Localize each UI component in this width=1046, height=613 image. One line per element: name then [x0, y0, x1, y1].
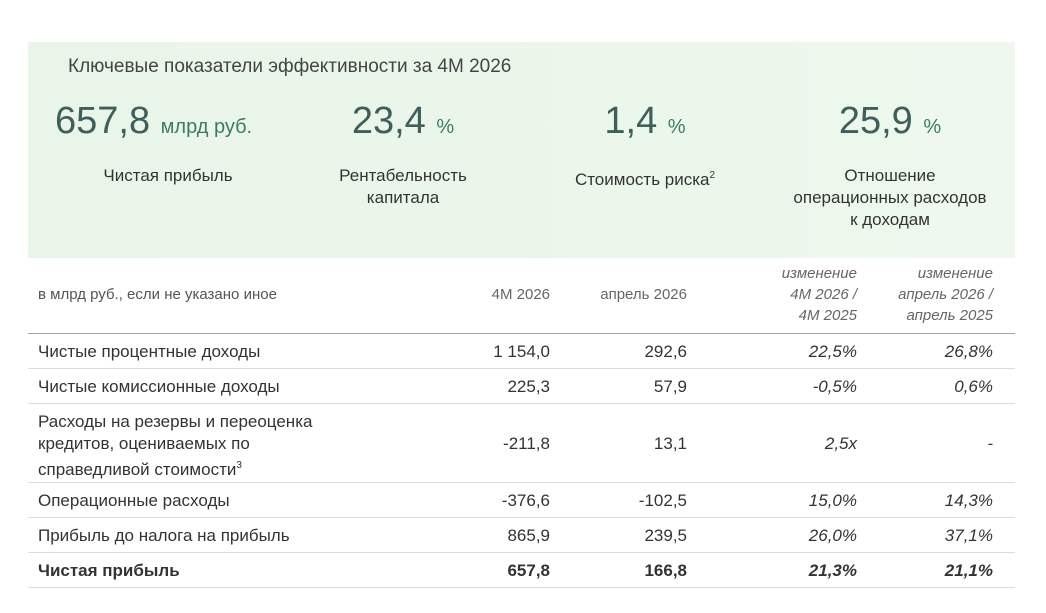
cell: -376,6 — [501, 490, 550, 510]
column-header: 4М 2026 / — [790, 286, 857, 303]
cell: 22,5% — [808, 341, 857, 361]
kpi-number: 25,9 — [838, 100, 913, 142]
column-header: изменение — [781, 265, 857, 282]
row-divider — [28, 333, 1015, 334]
kpi-number: 1,4 — [604, 100, 658, 142]
kpi-number: 23,4 — [351, 100, 426, 142]
kpi-value: 1,4 % — [495, 98, 795, 144]
cell: 26,0% — [808, 525, 857, 545]
row-label: Чистые комиссионные доходы — [38, 376, 280, 396]
kpi-value: 657,8 млрд руб. — [55, 98, 315, 144]
cell: 292,6 — [644, 341, 687, 361]
cell: 0,6% — [954, 376, 993, 396]
row-label: Операционные расходы — [38, 490, 230, 510]
cell: 225,3 — [507, 376, 550, 396]
column-header: 4М 2025 — [798, 307, 857, 324]
row-label: Чистая прибыль — [38, 560, 180, 580]
kpi-caption: к доходам — [850, 210, 930, 229]
kpi-caption: капитала — [366, 188, 440, 207]
row-divider — [28, 403, 1015, 404]
cell: - — [987, 433, 993, 453]
column-header: в млрд руб., если не указано иное — [38, 286, 277, 303]
row-divider — [28, 368, 1015, 369]
cell: -0,5% — [812, 376, 857, 396]
kpi-caption: операционных расходов — [793, 188, 987, 207]
kpi-caption: Стоимость риска2 — [574, 170, 716, 189]
cell: 865,9 — [507, 525, 550, 545]
kpi-unit: % — [667, 116, 686, 138]
row-divider — [28, 552, 1015, 553]
row-label: Расходы на резервы и переоценка — [38, 411, 313, 431]
kpi-value: 23,4 % — [253, 98, 553, 144]
row-label: справедливой стоимости3 — [38, 459, 242, 479]
row-divider — [28, 517, 1015, 518]
cell: 21,3% — [808, 560, 857, 580]
row-label: Прибыль до налога на прибыль — [38, 525, 290, 545]
cell: 14,3% — [944, 490, 993, 510]
cell: 15,0% — [808, 490, 857, 510]
cell: 57,9 — [653, 376, 687, 396]
kpi-value: 25,9 % — [740, 98, 1040, 144]
kpi-unit: % — [436, 116, 455, 138]
column-header: апрель 2026 / — [898, 286, 993, 303]
cell: 1 154,0 — [493, 341, 550, 361]
kpi-caption: Чистая прибыль — [103, 166, 233, 185]
column-header: 4М 2026 — [491, 286, 550, 303]
kpi-caption: Отношение — [844, 166, 936, 185]
kpi-caption: Рентабельность — [339, 166, 467, 185]
cell: -102,5 — [638, 490, 687, 510]
kpi-number: 657,8 — [55, 100, 151, 142]
cell: 166,8 — [644, 560, 687, 580]
row-divider — [28, 587, 1015, 588]
kpi-panel — [28, 42, 1015, 258]
kpi-unit: млрд руб. — [160, 116, 253, 138]
kpi-unit: % — [923, 116, 942, 138]
footnote-mark: 2 — [709, 170, 716, 181]
cell: 657,8 — [507, 560, 550, 580]
cell: 239,5 — [644, 525, 687, 545]
row-label: Чистые процентные доходы — [38, 341, 261, 361]
row-divider — [28, 482, 1015, 483]
title: Ключевые показатели эффективности за 4М … — [68, 56, 512, 77]
column-header: изменение — [917, 265, 993, 282]
row-label: кредитов, оцениваемых по — [38, 433, 250, 453]
cell: 26,8% — [944, 341, 993, 361]
cell: 37,1% — [944, 525, 993, 545]
footnote-mark: 3 — [236, 459, 242, 471]
cell: 2,5x — [824, 433, 857, 453]
cell: 21,1% — [944, 560, 993, 580]
cell: -211,8 — [503, 433, 550, 453]
column-header: апрель 2025 — [906, 307, 994, 324]
cell: 13,1 — [653, 433, 687, 453]
column-header: апрель 2026 — [600, 286, 687, 303]
